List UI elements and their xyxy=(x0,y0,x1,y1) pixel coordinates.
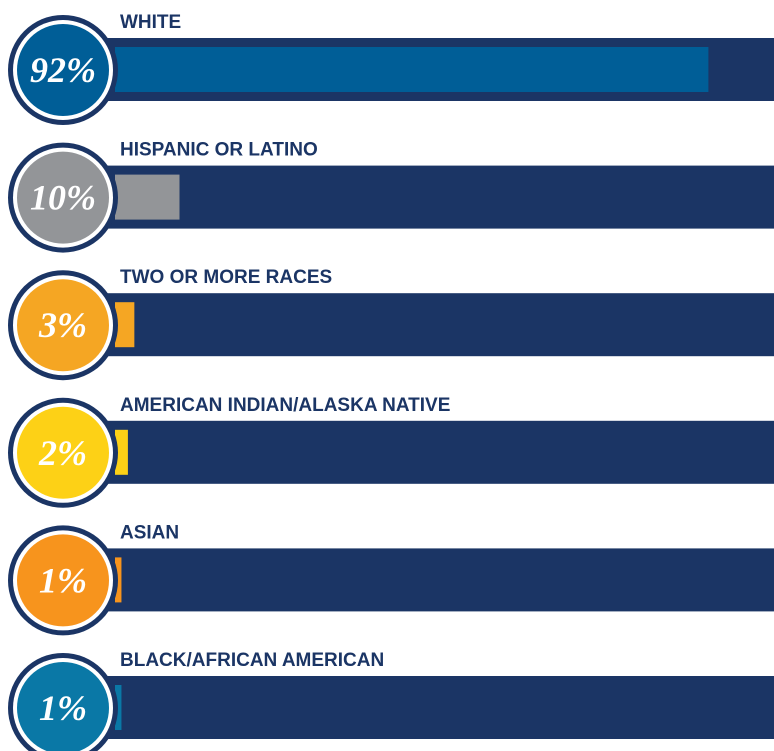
category-label: TWO OR MORE RACES xyxy=(120,267,332,288)
value-label: 1% xyxy=(39,560,87,600)
track xyxy=(100,165,774,229)
value-label: 1% xyxy=(39,688,87,728)
value-label: 2% xyxy=(38,433,87,473)
value-label: 10% xyxy=(30,178,96,218)
track xyxy=(100,420,774,484)
bar xyxy=(115,685,122,730)
badge xyxy=(17,662,109,751)
value-label: 3% xyxy=(38,305,87,345)
category-label: ASIAN xyxy=(120,522,179,543)
bar xyxy=(115,174,180,220)
badge xyxy=(17,534,109,627)
category-label: AMERICAN INDIAN/ALASKA NATIVE xyxy=(120,395,450,416)
bar xyxy=(115,302,135,348)
bar xyxy=(115,47,709,92)
category-label: BLACK/AFRICAN AMERICAN xyxy=(120,650,384,671)
badge xyxy=(17,279,109,372)
value-label: 92% xyxy=(30,50,96,90)
track xyxy=(100,676,774,739)
category-label: WHITE xyxy=(120,12,181,33)
bar xyxy=(115,557,122,603)
badge xyxy=(17,406,109,499)
badge xyxy=(17,151,109,244)
bar xyxy=(115,429,128,475)
category-label: HISPANIC OR LATINO xyxy=(120,140,318,161)
track xyxy=(100,293,774,357)
track xyxy=(100,548,774,612)
badge xyxy=(17,24,109,116)
